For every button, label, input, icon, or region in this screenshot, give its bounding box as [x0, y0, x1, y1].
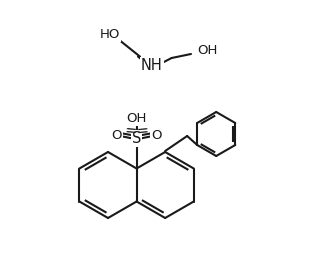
- Text: =: =: [124, 123, 138, 139]
- Text: =: =: [136, 123, 149, 139]
- Text: S: S: [132, 131, 141, 146]
- Text: O: O: [112, 129, 122, 142]
- Text: OH: OH: [197, 45, 217, 58]
- Text: NH: NH: [141, 58, 163, 73]
- Text: O: O: [151, 129, 161, 142]
- Text: HO: HO: [100, 29, 120, 42]
- Text: OH: OH: [127, 112, 147, 125]
